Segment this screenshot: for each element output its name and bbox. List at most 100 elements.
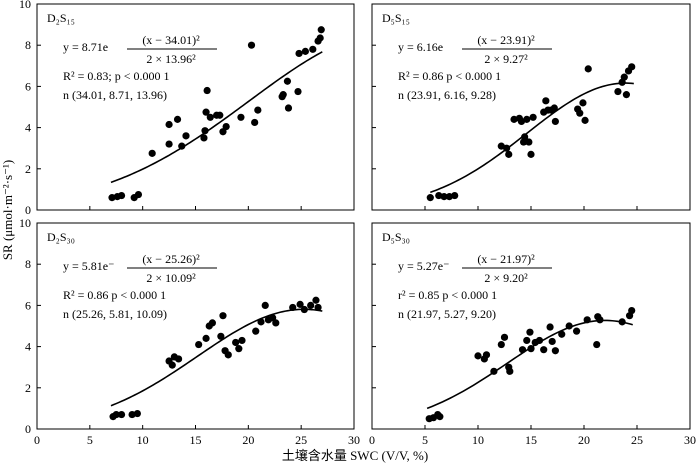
x-tick-label: 25: [631, 433, 643, 447]
data-point: [529, 113, 537, 121]
data-point: [436, 413, 444, 421]
data-point: [284, 104, 293, 112]
data-point: [148, 149, 156, 157]
equation-denominator: 2 × 9.27²: [484, 52, 528, 66]
y-tick-label: 6: [25, 298, 31, 312]
equation-denominator: 2 × 10.09²: [146, 271, 196, 285]
r-squared-text: R² = 0.86 p < 0.000 1: [63, 288, 166, 302]
data-point: [535, 336, 544, 345]
panel-label: D₅S₁₅: [382, 11, 410, 25]
data-point: [195, 340, 203, 349]
data-point: [202, 334, 210, 342]
data-point: [500, 333, 509, 341]
data-point: [527, 150, 535, 158]
data-point: [134, 190, 143, 199]
equation-numerator: (x − 25.26)²: [142, 252, 200, 266]
data-point: [294, 87, 302, 96]
data-point: [200, 134, 208, 142]
data-point: [206, 113, 214, 121]
data-point: [168, 361, 176, 369]
data-point: [622, 91, 631, 99]
data-point: [261, 301, 269, 309]
equation-denominator: 2 × 9.20²: [484, 271, 528, 285]
x-tick-label: 20: [578, 433, 590, 447]
fit-curve: [110, 308, 323, 407]
data-point: [182, 132, 190, 140]
panel-3: 0 5 10 15 20 25 30 0 2 4 6 8 10 D₂S₃₀ y = 5.81e⁻ (x − 2…: [19, 216, 360, 447]
x-tick-label: 10: [472, 433, 484, 447]
panels: 0 2 4 6 8 10 D₂S₁₅ y = 8.71e (x − 34.01)² 2 × 13.…: [19, 0, 696, 447]
data-point: [565, 322, 573, 330]
y-tick-label: 10: [19, 216, 31, 230]
data-point: [550, 104, 558, 112]
y-tick-label: 4: [25, 340, 31, 354]
data-point: [314, 303, 322, 312]
y-axis-title: SR (μmol·m⁻²·s⁻¹): [0, 160, 15, 260]
y-tick-label: 8: [25, 257, 31, 271]
equation-lhs: y = 6.16e: [398, 40, 443, 54]
data-point: [173, 115, 182, 123]
data-point: [296, 300, 304, 308]
data-point: [254, 106, 262, 114]
data-point: [219, 128, 227, 136]
data-point: [222, 122, 230, 131]
x-tick-label: 0: [34, 433, 40, 447]
panel-label: D₂S₁₅: [47, 11, 75, 25]
panel-2: D₅S₁₅ y = 6.16e (x − 23.91)² 2 × 9.27² R² = …: [371, 3, 691, 211]
data-point: [523, 115, 531, 123]
data-point: [618, 318, 626, 326]
fit-curve: [110, 51, 323, 184]
data-point: [269, 314, 277, 322]
equation-numerator: (x − 21.97)²: [477, 252, 535, 266]
data-point: [474, 352, 482, 360]
data-point: [440, 193, 448, 201]
data-point: [232, 338, 240, 347]
data-point: [203, 86, 211, 95]
data-point: [593, 340, 601, 349]
data-point: [490, 367, 498, 375]
data-point: [505, 150, 513, 158]
parameters-text: n (25.26, 5.81, 10.09): [63, 307, 167, 321]
data-point: [272, 319, 280, 327]
data-point: [579, 99, 587, 107]
data-point: [551, 347, 559, 355]
data-point: [300, 305, 308, 314]
data-point: [527, 345, 535, 353]
data-point: [312, 296, 320, 304]
parameters-text: n (21.97, 5.27, 9.20): [398, 307, 496, 321]
data-point: [174, 355, 183, 363]
data-point: [542, 97, 550, 105]
data-point: [451, 191, 459, 200]
data-point: [224, 351, 232, 359]
data-point: [133, 409, 141, 418]
y-tick-label: 0: [25, 203, 31, 217]
y-tick-label: 4: [25, 121, 31, 135]
x-tick-label: 0: [369, 433, 375, 447]
data-point: [307, 301, 315, 309]
x-tick-label: 5: [422, 433, 428, 447]
data-point: [247, 41, 256, 49]
x-tick-label: 30: [348, 433, 360, 447]
data-point: [257, 318, 265, 326]
data-point: [551, 117, 559, 126]
data-point: [548, 337, 556, 346]
data-point: [165, 120, 173, 129]
r-squared-text: R² = 0.86 p < 0.000 1: [398, 69, 501, 83]
data-point: [216, 111, 224, 119]
data-point: [295, 49, 303, 58]
data-point: [237, 113, 245, 121]
data-point: [238, 336, 246, 345]
data-point: [581, 116, 589, 124]
y-tick-label: 2: [25, 162, 31, 176]
x-axis-title: 土壤含水量 SWC (V/V, %): [282, 448, 428, 463]
x-tick-label: 15: [525, 433, 537, 447]
data-point: [526, 328, 534, 336]
data-point: [482, 351, 491, 359]
equation-numerator: (x − 34.01)²: [142, 33, 200, 47]
x-tick-label: 30: [684, 433, 696, 447]
panel-label: D₂S₃₀: [47, 230, 75, 244]
data-point: [503, 144, 511, 152]
equation-lhs: y = 5.27e⁻: [398, 259, 449, 273]
data-point: [572, 327, 581, 335]
